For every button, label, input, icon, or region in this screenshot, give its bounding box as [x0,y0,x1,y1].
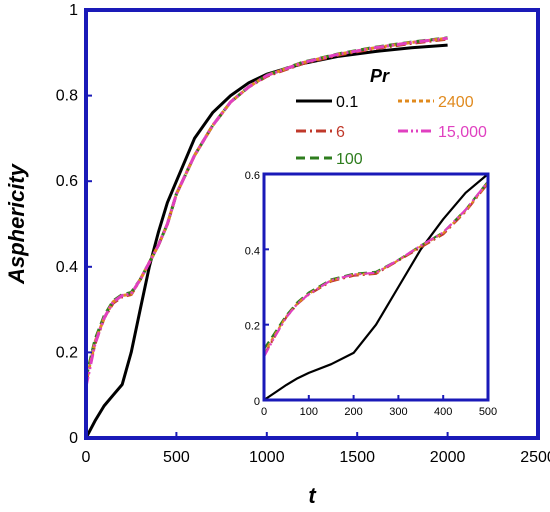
inset-x-tick-label: 400 [434,406,452,418]
inset-frame [262,172,490,402]
inset-x-tick-label: 300 [389,406,407,418]
inset-y-tick-label: 0.6 [245,170,260,182]
legend: Pr 0.1 2400 6 15,000 100 [296,66,487,168]
main-x-tick-label: 0 [82,449,91,466]
inset-plot: 0 100 200 300 400 500 0 0.2 0.4 0.6 [245,170,497,418]
main-series-line-0-1 [84,43,448,439]
legend-label-6: 6 [336,124,345,141]
main-series-lines [84,36,448,439]
inset-background [264,174,488,400]
inset-y-tick-label: 0.2 [245,321,260,333]
inset-y-tick-label: 0 [254,396,260,408]
legend-label-0-1: 0.1 [336,94,358,111]
main-x-tick-label: 2000 [430,449,466,466]
main-y-tick-label: 0 [69,430,78,447]
inset-series-line-0-1 [263,173,489,401]
main-x-tick-label: 1500 [339,449,375,466]
legend-title: Pr [370,66,390,86]
inset-x-tick-label: 100 [300,406,318,418]
inset-x-tick-label: 500 [479,406,497,418]
legend-label-100: 100 [336,151,363,168]
legend-label-2400: 2400 [438,94,474,111]
inset-series-lines [263,173,489,401]
inset-x-tick-label: 0 [261,406,267,418]
main-x-tick-label: 1000 [249,449,285,466]
main-series-line-15-000 [84,36,448,387]
legend-label-15-000: 15,000 [438,124,487,141]
inset-x-tick-label: 200 [344,406,362,418]
main-y-tick-label: 0.6 [56,173,78,190]
main-x-tick-label: 500 [163,449,190,466]
inset-y-tick-label: 0.4 [245,245,260,257]
main-y-tick-label: 0.4 [56,259,78,276]
main-plot-frame [84,8,540,440]
y-axis-label: Asphericity [4,162,29,285]
inset-axis-ticks: 0 100 200 300 400 500 0 0.2 0.4 0.6 [245,170,497,418]
main-y-tick-label: 0.2 [56,344,78,361]
main-y-tick-label: 0.8 [56,88,78,105]
main-plot: 0500100015002000250000.20.40.60.81 [56,2,550,466]
x-axis-label: t [308,483,317,508]
main-y-tick-label: 1 [69,2,78,19]
main-axis-ticks: 0500100015002000250000.20.40.60.81 [56,2,550,466]
